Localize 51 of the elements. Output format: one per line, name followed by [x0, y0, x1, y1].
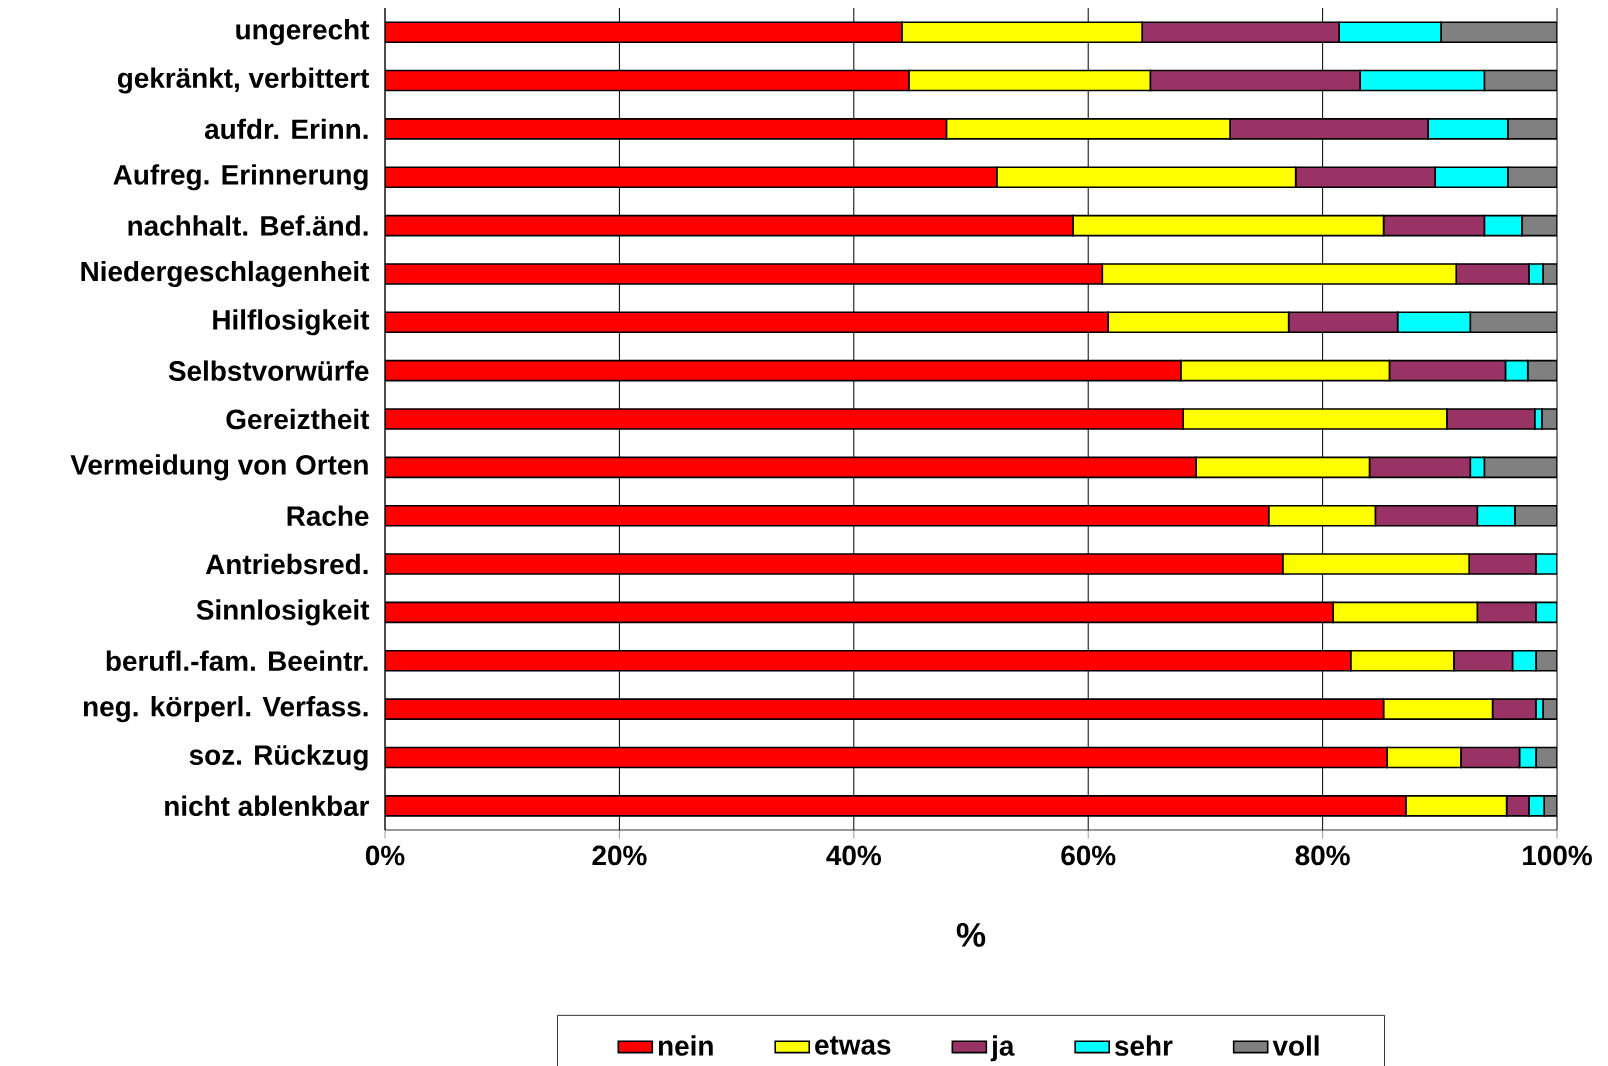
y-tick-label: nachhalt. Bef.änd.	[128, 215, 368, 236]
y-tick-label: Niedergeschlagenheit	[81, 260, 370, 287]
bar	[385, 359, 1182, 382]
bar	[385, 795, 1407, 817]
y-tick-label: gekränkt, verbittert	[117, 67, 370, 94]
y-tick-label: Rache	[287, 505, 369, 526]
bar	[385, 649, 1352, 672]
legend-label: sehr	[1114, 1035, 1173, 1056]
x-tick-label: 0%	[365, 845, 405, 866]
bar	[385, 214, 1074, 237]
bar	[1504, 359, 1529, 382]
legend-label: nein	[658, 1035, 713, 1056]
bar	[385, 118, 948, 140]
bar	[385, 601, 1334, 624]
bar	[385, 698, 1385, 720]
y-tick-label: Gereiztheit	[226, 408, 370, 430]
y-tick-label: soz. Rückzug	[189, 744, 368, 771]
x-tick-label: 20%	[592, 845, 647, 866]
y-tick-label: Selbstvorwürfe	[168, 360, 369, 381]
y-tick-label: berufl.-fam. Beeintr.	[106, 650, 368, 672]
legend-label: ja	[990, 1035, 1015, 1062]
bar	[385, 263, 1104, 285]
legend-label: etwas	[815, 1036, 891, 1055]
y-tick-label: Aufreg. Erinnerung	[113, 164, 368, 191]
bar	[385, 553, 1284, 575]
bar	[385, 408, 1184, 430]
y-tick-label: aufdr. Erinn.	[204, 118, 368, 140]
x-tick-label: 60%	[1061, 845, 1116, 866]
bar	[385, 166, 998, 189]
x-tick-label: 80%	[1295, 845, 1350, 866]
y-tick-label: ungerecht	[236, 19, 370, 46]
bar	[385, 746, 1388, 769]
bar	[1483, 69, 1558, 92]
legend-label: voll	[1272, 1035, 1319, 1056]
y-tick-label: Hilflosigkeit	[213, 309, 370, 336]
bar	[385, 504, 1270, 527]
x-axis-title: %	[956, 922, 986, 947]
bar	[385, 311, 1109, 334]
x-tick-label: 40%	[826, 845, 881, 866]
bar	[385, 69, 910, 92]
bar	[1483, 214, 1523, 237]
bar	[1483, 456, 1558, 479]
bar	[385, 21, 903, 43]
y-tick-label: nicht ablenkbar	[165, 795, 370, 817]
y-tick-label: Antriebsred.	[205, 553, 368, 575]
bar	[1359, 69, 1486, 92]
y-tick-label: Vermeidung von Orten	[70, 454, 368, 481]
y-tick-label: Sinnlosigkeit	[196, 599, 370, 626]
y-tick-label: neg. körperl. Verfass.	[83, 696, 368, 723]
x-tick-label: 100%	[1523, 845, 1592, 866]
bar	[385, 456, 1197, 479]
